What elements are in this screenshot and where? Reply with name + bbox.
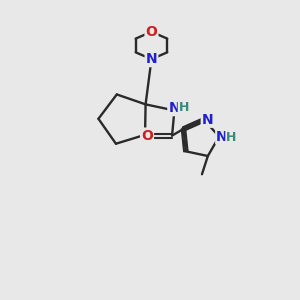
Text: O: O xyxy=(141,129,153,142)
Text: N: N xyxy=(202,113,213,127)
Text: H: H xyxy=(179,101,189,114)
Text: N: N xyxy=(216,130,228,143)
Text: N: N xyxy=(146,52,157,66)
Text: H: H xyxy=(226,131,237,145)
Text: O: O xyxy=(146,25,158,39)
Text: N: N xyxy=(168,101,180,115)
